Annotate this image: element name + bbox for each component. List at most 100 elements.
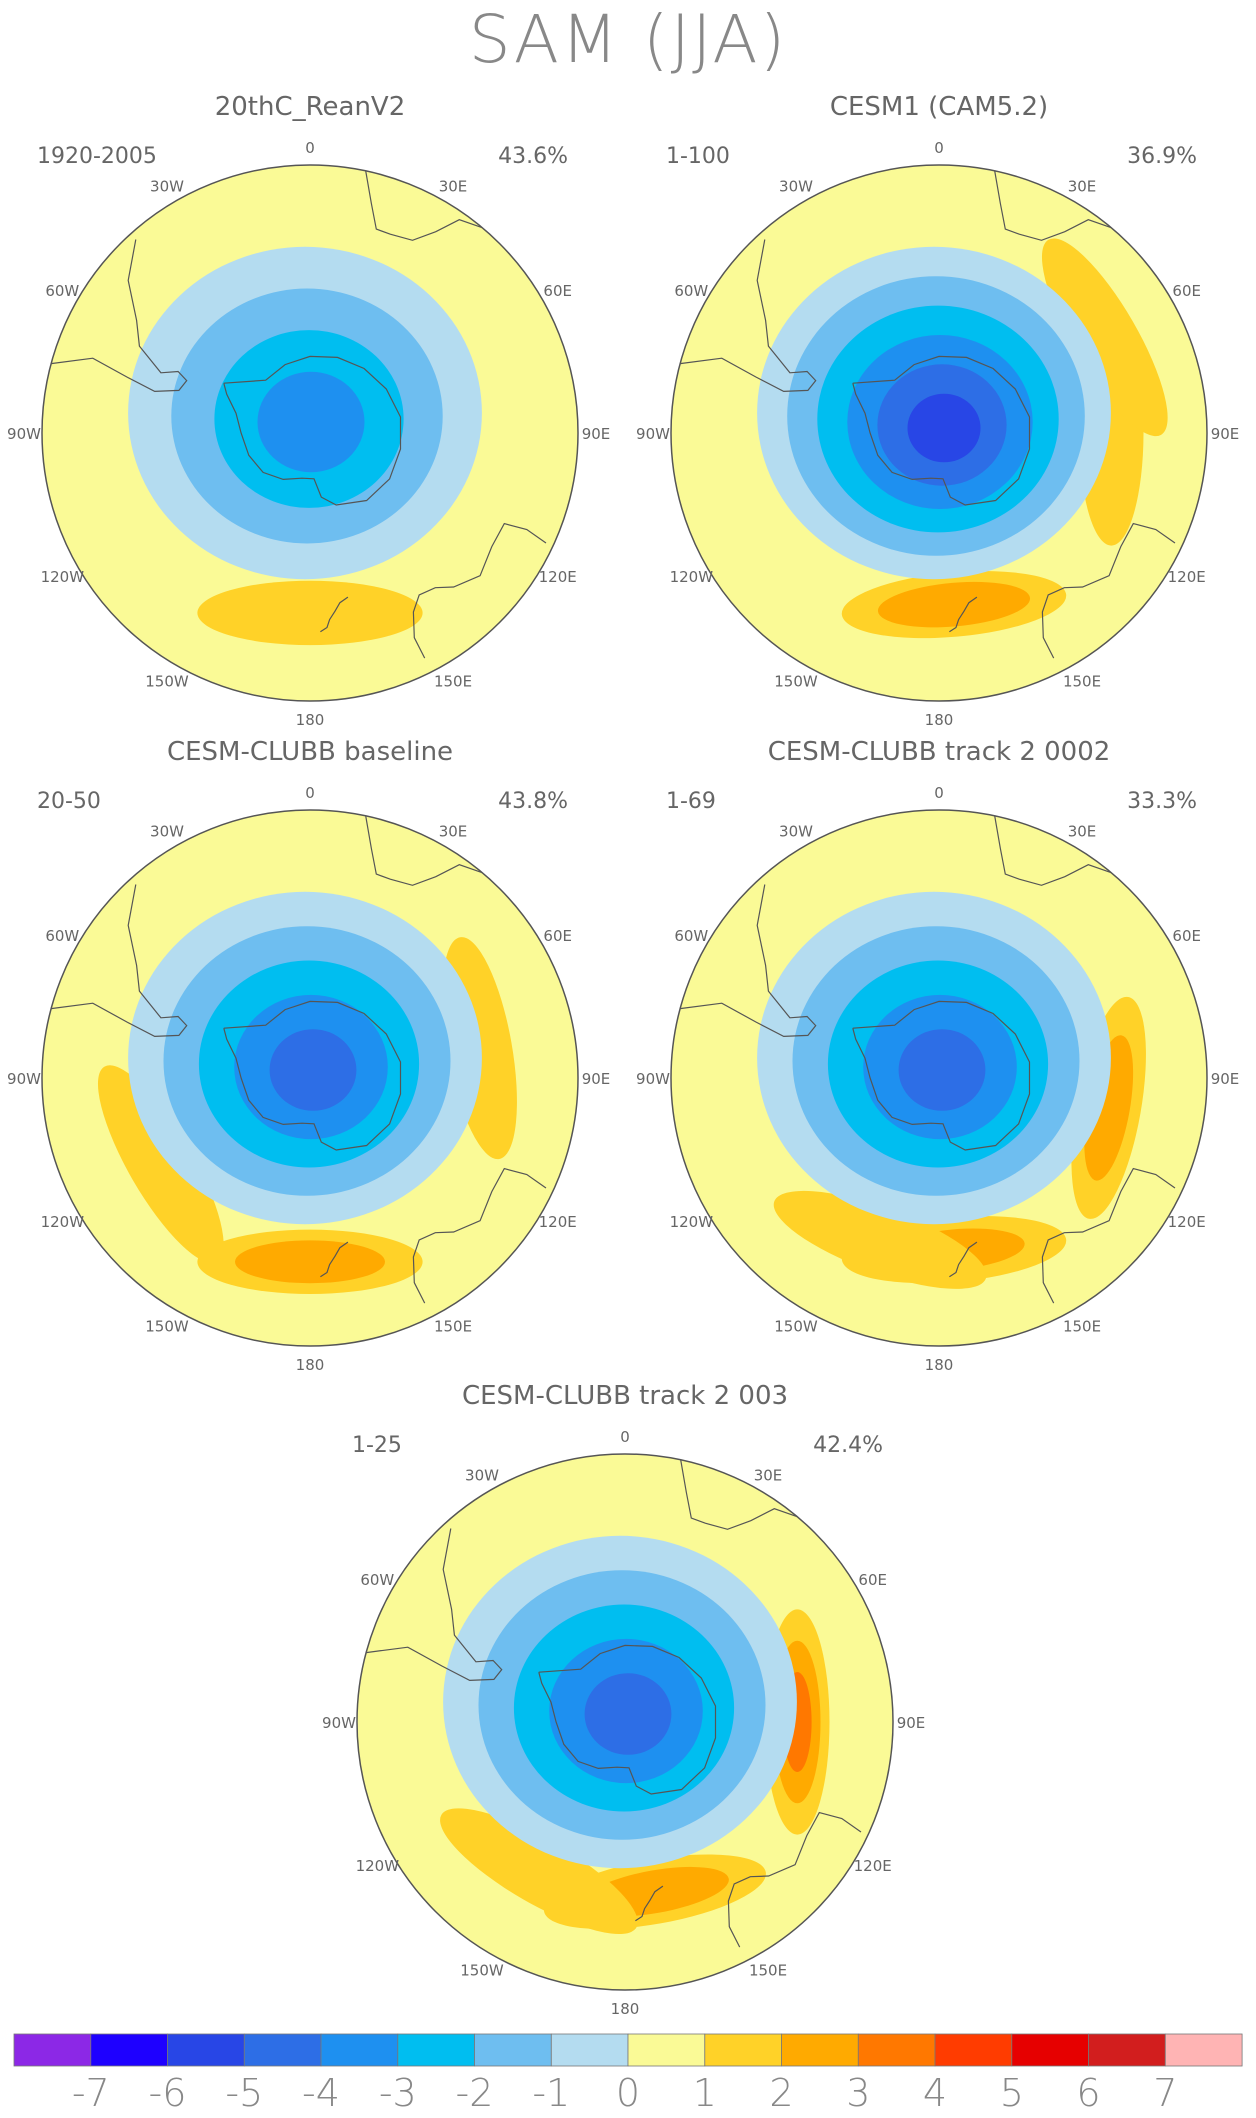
lon-label: 30E (439, 822, 468, 840)
panel-variance: 42.4% (813, 1433, 883, 1458)
panel-border (356, 1453, 894, 1991)
lon-label: 60E (858, 1571, 887, 1589)
coastline-antarctica (223, 355, 402, 506)
negative-contour (584, 1673, 672, 1755)
lon-label: 180 (611, 2000, 640, 2018)
panel-title: 20thC_ReanV2 (215, 92, 406, 122)
lon-label: 30E (1068, 177, 1097, 195)
negative-contour (898, 1029, 986, 1111)
panel-variance: 33.3% (1127, 789, 1197, 814)
panel-variance: 43.6% (498, 144, 568, 169)
colorbar-label: -2 (456, 2071, 494, 2115)
lon-label: 30W (150, 177, 184, 195)
colorbar-segment (320, 2033, 399, 2067)
colorbar-segment (627, 2033, 706, 2067)
colorbar-segment (13, 2033, 92, 2067)
coastline-nz (949, 596, 978, 633)
lon-label: 150W (774, 1318, 818, 1336)
lon-label: 150W (774, 673, 818, 691)
coastline-samerica (366, 1528, 503, 1682)
panel-field (357, 1454, 893, 1990)
coastline-africa (994, 170, 1112, 241)
colorbar-label: 2 (769, 2071, 793, 2115)
colorbar-label: -5 (225, 2071, 263, 2115)
coastline-australia (727, 1811, 862, 1948)
colorbar-segment (934, 2033, 1013, 2067)
lon-label: 180 (925, 1356, 954, 1374)
positive-contour (773, 1190, 987, 1289)
lon-label: 60E (1172, 927, 1201, 945)
panel-variance: 36.9% (1127, 144, 1197, 169)
lon-label: 90W (636, 425, 670, 443)
coastline-antarctica (223, 1000, 402, 1151)
lon-label: 0 (305, 784, 315, 802)
positive-contour (440, 1808, 638, 1935)
lon-label: 90E (582, 1070, 611, 1088)
colorbar: -7 -6 -5 -4 -3 -2 -1 0 1 2 3 4 5 6 7 (13, 2033, 1243, 2115)
lon-label: 90E (897, 1714, 926, 1732)
lon-label: 90E (582, 425, 611, 443)
panel-1: 20thC_ReanV2 1920-2005 43.6% 0 30E 60E 90E 120E… (7, 92, 610, 729)
lon-label: 90E (1211, 1070, 1240, 1088)
coastline-australia (412, 1167, 547, 1304)
colorbar-label: -4 (302, 2071, 340, 2115)
lon-label: 30E (439, 177, 468, 195)
lon-label: 60W (674, 927, 708, 945)
positive-contour (235, 1240, 385, 1284)
coastline-africa (680, 1459, 798, 1530)
lon-label: 180 (296, 711, 325, 729)
colorbar-label: 1 (693, 2071, 717, 2115)
coastline-africa (994, 815, 1112, 886)
panel-4: CESM-CLUBB track 2 0002 1-69 33.3% 0 30E 60E 9… (636, 737, 1239, 1374)
positive-contour (197, 580, 423, 646)
colorbar-segment (167, 2033, 245, 2067)
coastline-nz (320, 596, 349, 633)
coastline-samerica (680, 884, 817, 1038)
coastline-africa (365, 170, 483, 241)
colorbar-label: 0 (616, 2071, 640, 2115)
positive-contour (877, 581, 1031, 628)
lon-label: 120E (1168, 568, 1206, 586)
lon-label: 120W (670, 1213, 714, 1231)
lon-label: 150W (460, 1962, 504, 1980)
coastline-samerica (680, 239, 817, 393)
panel-field (42, 165, 578, 701)
colorbar-segment (550, 2033, 629, 2067)
lon-label: 150E (434, 673, 472, 691)
lon-label: 0 (934, 139, 944, 157)
lon-label: 120E (854, 1857, 892, 1875)
negative-contour (269, 1029, 357, 1111)
colorbar-label: -7 (72, 2071, 110, 2115)
panel-border (41, 164, 579, 702)
negative-contour (257, 371, 365, 473)
panel-field (671, 165, 1207, 701)
coastline-nz (635, 1885, 664, 1922)
panel-field (42, 810, 578, 1346)
panel-period: 1-69 (666, 789, 716, 814)
panel-title: CESM1 (CAM5.2) (830, 92, 1048, 122)
panel-title: CESM-CLUBB baseline (167, 737, 453, 767)
lon-label: 150E (1063, 673, 1101, 691)
lon-label: 60E (1172, 282, 1201, 300)
lon-label: 60W (360, 1571, 394, 1589)
lon-label: 30E (754, 1466, 783, 1484)
lon-label: 30E (1068, 822, 1097, 840)
negative-contour (907, 393, 981, 463)
panel-title: CESM-CLUBB track 2 003 (462, 1381, 788, 1411)
colorbar-label: -6 (149, 2071, 187, 2115)
coastline-australia (412, 522, 547, 659)
colorbar-label: 4 (923, 2071, 947, 2115)
panel-title: CESM-CLUBB track 2 0002 (768, 737, 1111, 767)
panel-period: 1920-2005 (37, 144, 157, 169)
panel-3: CESM-CLUBB baseline 20-50 43.8% 0 30E 60E 90E 1… (7, 737, 610, 1374)
colorbar-segment (1011, 2033, 1089, 2067)
lon-label: 30W (779, 177, 813, 195)
lon-label: 120E (1168, 1213, 1206, 1231)
lon-label: 0 (934, 784, 944, 802)
coastline-antarctica (538, 1644, 717, 1795)
coastline-australia (1041, 522, 1176, 659)
colorbar-label: 7 (1153, 2071, 1177, 2115)
colorbar-segment (704, 2033, 782, 2067)
panel-period: 1-100 (666, 144, 730, 169)
